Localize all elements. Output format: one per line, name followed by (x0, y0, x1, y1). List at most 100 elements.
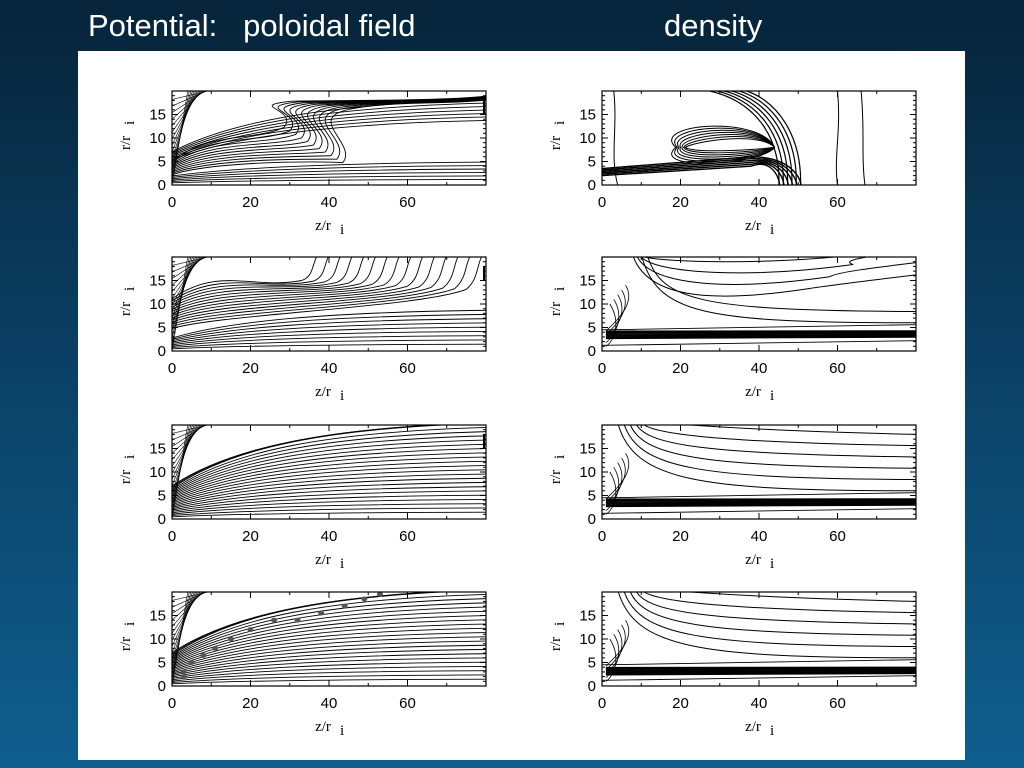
contour-line (744, 91, 802, 185)
contour-line (683, 425, 916, 435)
y-tick-label: 15 (149, 608, 166, 625)
x-tick-label: 0 (598, 528, 606, 545)
y-tick-label: 0 (588, 678, 596, 695)
contour-line (172, 507, 486, 516)
y-tick-label: 5 (588, 655, 596, 672)
y-axis-label-subscript: i (122, 622, 138, 626)
contour-line (623, 592, 916, 648)
y-tick-label: 0 (158, 343, 166, 360)
y-tick-label: 0 (588, 177, 596, 194)
contour-line (605, 332, 916, 335)
y-tick-label: 15 (149, 441, 166, 458)
y-tick-label: 15 (579, 608, 596, 625)
contour-line (172, 175, 486, 182)
contour-lines (602, 592, 916, 682)
x-tick-label: 0 (168, 194, 176, 211)
field-marker (271, 617, 278, 623)
contour-line (629, 425, 916, 469)
y-axis-label: r/r (548, 470, 564, 484)
contour-line (172, 106, 486, 155)
contour-line (679, 131, 776, 158)
contour-line (172, 425, 206, 447)
y-axis-label: r/r (548, 637, 564, 651)
contour-line (172, 456, 486, 500)
contour-line (172, 161, 486, 177)
title-poloidal-field: Potential: poloidal field (88, 8, 416, 43)
contour-line (172, 657, 486, 678)
title-density: density (664, 8, 763, 43)
contour-line (172, 91, 198, 146)
x-tick-label: 20 (672, 528, 689, 545)
contour-line (172, 257, 329, 302)
contour-line (629, 592, 916, 636)
contour-line (172, 113, 486, 158)
y-axis-label-group: r/r i (118, 455, 138, 484)
contour-line (172, 99, 486, 153)
contour-line (605, 294, 623, 340)
y-axis-label: r/r (118, 136, 134, 150)
field-marker (188, 660, 195, 665)
x-axis-label: z/r (745, 218, 761, 234)
contour-line (172, 257, 412, 317)
contour-line (736, 91, 797, 185)
contour-line (172, 503, 486, 515)
contour-line (643, 592, 916, 614)
contour-line (172, 490, 486, 511)
contour-line (602, 508, 916, 514)
contour-line (605, 671, 916, 675)
contour-line (172, 314, 486, 340)
contour-line (172, 465, 486, 503)
x-tick-label: 0 (598, 695, 606, 712)
contour-line (172, 452, 486, 499)
x-tick-label: 60 (399, 360, 416, 377)
contour-line (172, 257, 447, 323)
contour-line (172, 592, 209, 601)
x-tick-label: 60 (829, 528, 846, 545)
x-tick-label: 0 (598, 194, 606, 211)
contour-lines (172, 592, 486, 686)
field-marker (247, 627, 254, 633)
contour-line (172, 257, 482, 329)
contour-line (172, 91, 209, 100)
y-axis-label: r/r (118, 470, 134, 484)
contour-line (172, 343, 486, 350)
contour-line (172, 91, 195, 159)
contour-line (684, 138, 776, 152)
contour-lines (172, 91, 486, 185)
panel-poloidal-field-4: 0 20 40 60 0 5 10 15 z/r i r/r i (118, 591, 487, 739)
x-tick-label: 40 (321, 360, 338, 377)
x-tick-label: 40 (751, 360, 768, 377)
contour-line (172, 674, 486, 683)
x-tick-label: 0 (598, 360, 606, 377)
contour-line (172, 91, 206, 113)
contour-line (172, 619, 486, 666)
y-tick-label: 10 (149, 296, 166, 313)
contour-line (172, 670, 486, 682)
contour-line (172, 598, 486, 659)
y-axis-label-group: r/r i (548, 455, 568, 484)
y-tick-label: 10 (149, 464, 166, 481)
contour-line (172, 511, 486, 518)
contour-line (172, 602, 486, 660)
contour-line (172, 592, 198, 647)
contour-line (636, 257, 916, 285)
y-tick-label: 5 (588, 154, 596, 171)
contour-line (602, 492, 916, 499)
contour-line (172, 610, 486, 663)
contour-line (645, 257, 840, 263)
contour-line (172, 425, 195, 493)
x-tick-label: 40 (321, 695, 338, 712)
contour-line (640, 257, 870, 274)
x-axis-label-subscript: i (770, 388, 774, 404)
contour-line (172, 326, 486, 344)
contour-line (172, 257, 318, 300)
y-tick-label: 5 (158, 154, 166, 171)
contour-line (671, 125, 776, 164)
contour-line (172, 623, 486, 667)
y-tick-label: 5 (158, 488, 166, 505)
contour-line (617, 425, 916, 492)
contour-line (674, 127, 776, 162)
y-axis-label-subscript: i (552, 287, 568, 291)
y-tick-label: 15 (149, 107, 166, 124)
contour-line (172, 636, 486, 671)
